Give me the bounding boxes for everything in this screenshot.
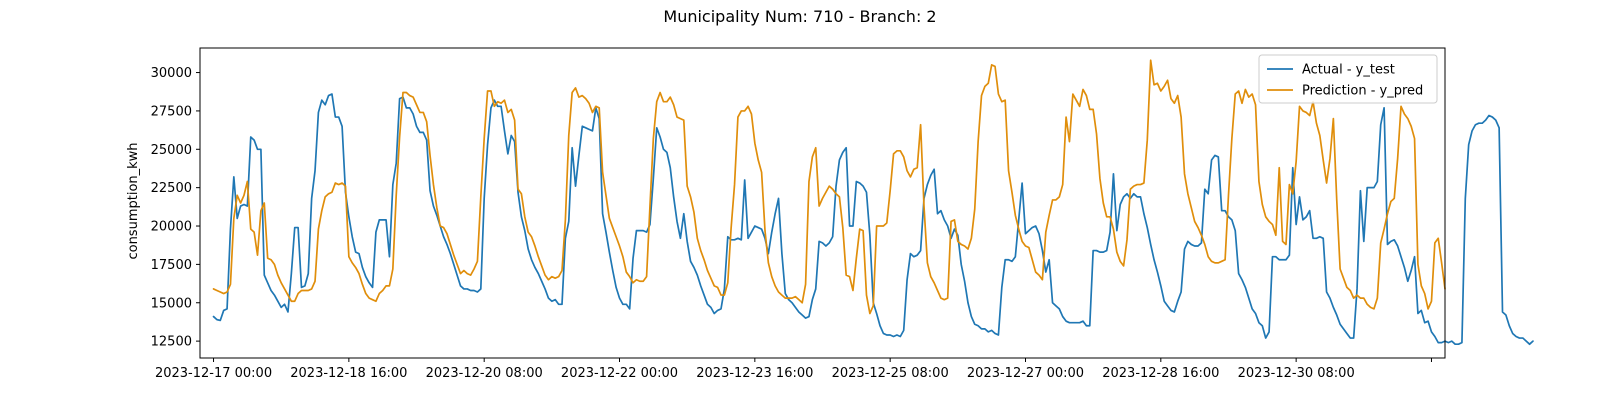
y-tick-label: 27500 xyxy=(151,104,192,119)
series-line-prediction xyxy=(212,59,1446,315)
x-tick-label: 2023-12-22 00:00 xyxy=(561,366,678,381)
legend-label: Prediction - y_pred xyxy=(1302,84,1423,99)
chart-title: Municipality Num: 710 - Branch: 2 xyxy=(663,7,936,26)
x-tick-label: 2023-12-17 00:00 xyxy=(155,366,272,381)
x-tick-label: 2023-12-18 16:00 xyxy=(290,366,407,381)
y-tick-label: 20000 xyxy=(151,220,192,235)
y-tick-label: 12500 xyxy=(151,335,192,350)
legend-box xyxy=(1258,54,1438,104)
x-tick-label: 2023-12-20 08:00 xyxy=(426,366,543,381)
y-tick-label: 17500 xyxy=(151,258,192,273)
y-axis-label: consumption_kwh xyxy=(126,142,141,259)
x-tick-label: 2023-12-28 16:00 xyxy=(1102,366,1219,381)
plot-frame xyxy=(199,47,1446,359)
plot-area: 12500 15000 17500 20000 22500 25000 27500 30000… xyxy=(151,47,1534,381)
x-tick-label: 2023-12-23 16:00 xyxy=(696,366,813,381)
legend-label: Actual - y_test xyxy=(1302,63,1395,78)
y-tick-label: 22500 xyxy=(151,181,192,196)
x-tick-label: 2023-12-25 08:00 xyxy=(832,366,949,381)
x-tick-label: 2023-12-30 08:00 xyxy=(1238,366,1355,381)
x-tick-label: 2023-12-27 00:00 xyxy=(967,366,1084,381)
y-tick-label: 30000 xyxy=(151,66,192,81)
legend: Actual - y_test Prediction - y_pred xyxy=(1258,54,1438,104)
y-tick-label: 15000 xyxy=(151,296,192,311)
y-tick-label: 25000 xyxy=(151,143,192,158)
